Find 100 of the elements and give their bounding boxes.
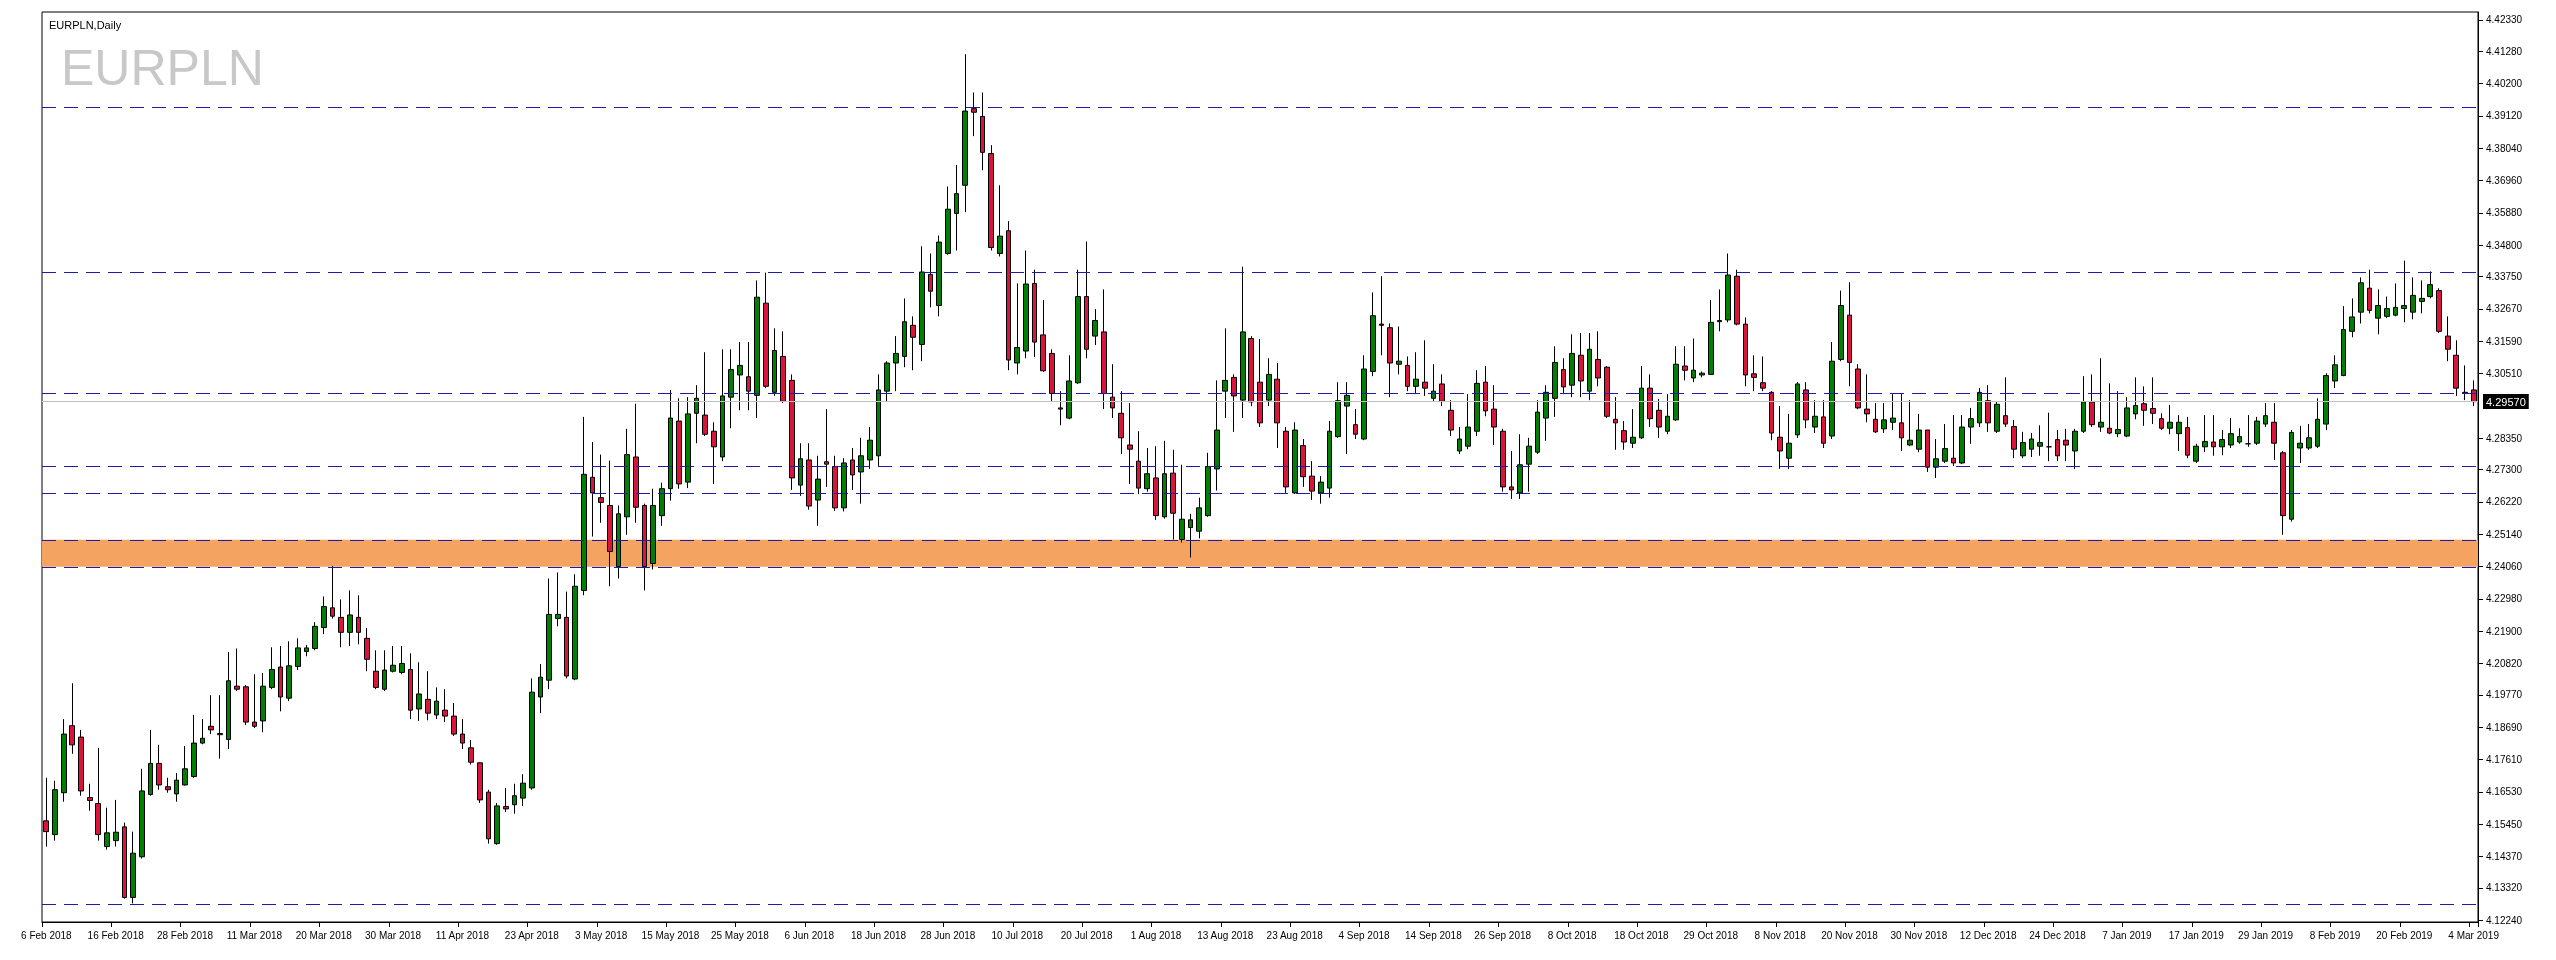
candlestick [772,327,777,397]
candlestick [2072,428,2078,470]
candlestick [2462,364,2468,401]
candlestick [1092,308,1098,346]
candlestick [737,341,743,411]
candlestick [1422,339,1428,397]
candlestick [1890,393,1896,431]
candlestick [1777,405,1783,470]
candlestick [1457,426,1462,455]
candlestick [2193,443,2199,464]
candlestick [962,53,968,213]
candlestick [520,773,526,807]
x-tick-label: 30 Mar 2018 [365,929,422,941]
candlestick [1769,390,1774,441]
candlestick [286,640,292,702]
x-tick-label: 12 Dec 2018 [1959,929,2017,941]
candlestick [1327,420,1332,499]
x-tick-label: 20 Mar 2018 [295,929,353,941]
candlestick [1066,354,1072,420]
candlestick [87,783,93,812]
candlestick [2419,279,2425,314]
candlestick [1595,330,1601,387]
candlestick [1014,282,1020,375]
candlestick [2115,390,2121,438]
x-tick-label: 30 Nov 2018 [1890,929,1948,941]
candlestick [1942,423,1948,464]
candlestick [2063,428,2069,462]
x-tick-label: 29 Jan 2019 [2238,929,2294,941]
y-tick-label: 4.39120 [2486,110,2523,122]
candlestick [1509,450,1514,500]
y-tick-label: 4.34800 [2486,239,2523,251]
candlestick [858,437,864,505]
candlestick [1916,413,1922,453]
candlestick [676,397,682,490]
candlestick [2020,431,2026,459]
y-tick-label: 4.30510 [2486,367,2523,379]
candlestick [1353,408,1358,440]
candlestick [919,245,925,362]
candlestick [633,403,639,524]
candlestick [2167,404,2173,435]
x-tick-label: 20 Feb 2019 [2376,929,2433,941]
candlestick [1994,401,2000,434]
candlestick [113,799,119,848]
candlestick [798,442,803,497]
candlestick [1266,357,1272,407]
candlestick [2029,432,2034,458]
y-tick-label: 4.26220 [2486,496,2523,508]
x-tick-label: 18 Jun 2018 [851,929,907,941]
candlestick [668,389,673,502]
candlestick [200,718,205,745]
candlestick [182,745,188,787]
candlestick [122,822,127,900]
candlestick [910,315,916,371]
candlestick [1344,381,1350,455]
candlestick [278,645,283,712]
candlestick [52,780,58,842]
candlestick [1613,396,1618,451]
candlestick [1639,365,1644,440]
y-tick-label: 4.42330 [2486,14,2523,26]
y-tick-label: 4.17610 [2486,754,2523,766]
candlestick [2410,276,2416,320]
candlestick [2037,424,2043,457]
candlestick [1578,332,1584,398]
y-tick-label: 4.22980 [2486,593,2523,605]
candlestick [1587,332,1592,401]
candlestick [1214,379,1220,491]
candlestick [2332,354,2338,389]
candlestick [2055,429,2060,462]
candlestick [1127,402,1133,485]
candlestick [1483,365,1488,417]
candlestick [1569,333,1575,398]
y-tick-label: 4.19770 [2486,689,2523,701]
candlestick [954,164,959,251]
x-tick-label: 1 Aug 2018 [1130,929,1182,941]
candlestick [1500,428,1506,493]
candlestick [1881,402,1887,434]
x-tick-label: 29 Oct 2018 [1683,929,1739,941]
candlestick [2280,450,2286,536]
candlestick [1899,393,1904,452]
y-tick-label: 4.21900 [2486,625,2523,637]
candlestick [252,673,257,729]
candlestick [1292,421,1298,495]
candlestick [312,621,318,651]
candlestick [1864,373,1870,423]
candlestick [884,360,890,402]
candlestick [1049,348,1055,402]
candlestick [789,373,795,491]
candlestick [69,682,75,755]
candlestick [997,184,1003,257]
candlestick [2237,427,2242,445]
candlestick [1361,354,1367,441]
candlestick [1535,399,1540,455]
candlestick [434,686,439,720]
candlestick [2141,385,2147,427]
candlestick [2453,339,2459,397]
candlestick [494,802,500,846]
y-tick-label: 4.27300 [2486,464,2523,476]
candlestick [2046,412,2052,462]
candlestick [1847,281,1852,387]
candlestick [1379,275,1384,356]
